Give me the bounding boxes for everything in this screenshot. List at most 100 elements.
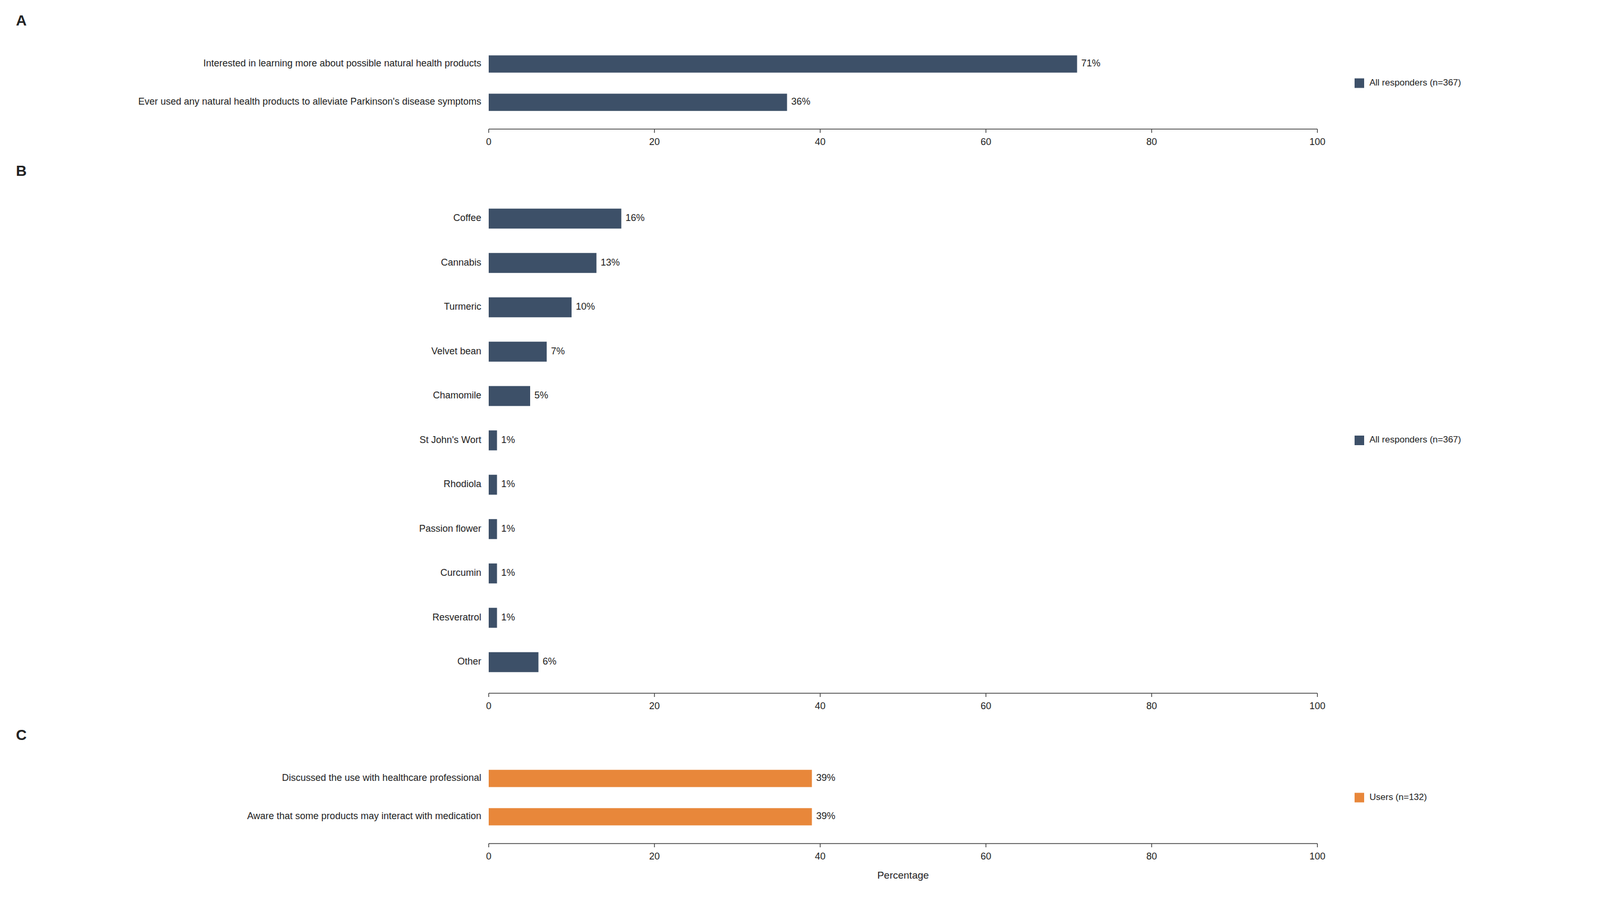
x-tick: [985, 843, 987, 848]
legend-label: All responders (n=367): [1369, 434, 1461, 445]
category-label: Discussed the use with healthcare profes…: [282, 772, 482, 784]
x-tick-label: 60: [980, 136, 992, 148]
x-tick-label: 60: [980, 700, 992, 712]
x-tick-label: 100: [1309, 700, 1326, 712]
x-tick: [1316, 129, 1318, 133]
figure: AEver used any natural health products t…: [0, 0, 1600, 902]
bar: [488, 252, 597, 274]
legend-label: All responders (n=367): [1369, 77, 1461, 88]
data-label: 1%: [501, 523, 516, 534]
bar: [488, 208, 622, 229]
x-axis: [488, 843, 1318, 845]
x-tick: [488, 129, 490, 133]
x-tick: [819, 843, 821, 848]
x-tick: [1316, 843, 1318, 848]
panel: B Other Resveratrol Curcumin Passion flower R…: [15, 162, 1461, 712]
data-label: 39%: [815, 810, 836, 822]
legend-label: Users (n=132): [1369, 792, 1427, 803]
x-tick: [488, 693, 490, 697]
bar: [488, 430, 498, 451]
x-tick-label: 20: [649, 136, 660, 148]
category-label: Passion flower: [419, 523, 482, 534]
x-tick: [1316, 693, 1318, 697]
x-tick-label: 20: [649, 850, 660, 862]
bar: [488, 652, 539, 673]
legend-swatch: [1354, 78, 1365, 89]
x-tick-label: 80: [1146, 850, 1157, 862]
bar: [488, 518, 498, 540]
data-label: 5%: [534, 389, 549, 401]
bar: [488, 297, 572, 318]
x-axis: [488, 692, 1318, 694]
x-tick: [819, 129, 821, 133]
category-label: Resveratrol: [432, 611, 482, 623]
x-tick: [653, 129, 655, 133]
data-label: 6%: [542, 656, 557, 667]
panel: AEver used any natural health products t…: [15, 12, 1461, 148]
bars: [488, 769, 812, 826]
x-tick: [985, 693, 987, 697]
x-tick-label: 40: [814, 700, 826, 712]
legend-swatch: [1354, 435, 1365, 446]
x-tick-label: 0: [486, 850, 492, 862]
legend-swatch: [1354, 792, 1365, 803]
x-tick-label: 80: [1146, 700, 1157, 712]
category-label: Cannabis: [440, 257, 482, 268]
bars: [488, 55, 1078, 112]
category-label: Rhodiola: [443, 478, 482, 490]
panel-title: B: [15, 162, 27, 180]
data-label: 7%: [550, 345, 565, 357]
data-label: 16%: [625, 212, 645, 224]
category-label: Chamomile: [432, 389, 482, 401]
x-tick-label: 40: [814, 850, 826, 862]
x-tick-label: 0: [486, 136, 492, 148]
x-tick-label: 0: [486, 700, 492, 712]
x-tick-label: 60: [980, 850, 992, 862]
data-label: 13%: [600, 257, 620, 268]
data-label: 71%: [1081, 57, 1101, 69]
data-label: 36%: [791, 96, 811, 107]
category-label: Aware that some products may interact wi…: [247, 810, 482, 822]
x-tick: [653, 843, 655, 848]
bar: [488, 769, 812, 787]
category-label: Turmeric: [444, 301, 482, 312]
category-label: Coffee: [453, 212, 482, 224]
bar: [488, 55, 1078, 73]
panel-title: C: [15, 726, 27, 744]
x-tick-label: 100: [1309, 136, 1326, 148]
x-axis-label: Percentage: [877, 869, 929, 881]
category-label: St John's Wort: [419, 434, 482, 446]
data-label: 1%: [501, 611, 516, 623]
bar: [488, 607, 498, 628]
x-tick-label: 40: [814, 136, 826, 148]
x-tick-label: 80: [1146, 136, 1157, 148]
panel-title: A: [15, 12, 27, 29]
bar: [488, 341, 547, 362]
category-label: Velvet bean: [431, 345, 482, 357]
bar: [488, 563, 498, 584]
bar: [488, 474, 498, 496]
x-tick-label: 20: [649, 700, 660, 712]
category-label: Other: [457, 656, 482, 667]
x-axis: [488, 128, 1318, 130]
data-label: 1%: [501, 478, 516, 490]
bar: [488, 93, 788, 111]
data-label: 39%: [815, 772, 836, 784]
panel: C Aware that some products may interact w…: [15, 726, 1427, 881]
category-label: Curcumin: [440, 567, 482, 578]
bars: [488, 208, 622, 673]
x-tick: [1151, 129, 1153, 133]
x-tick: [653, 693, 655, 697]
data-label: 10%: [575, 301, 595, 312]
x-tick: [819, 693, 821, 697]
bar: [488, 807, 812, 825]
data-label: 1%: [501, 567, 516, 578]
x-tick: [1151, 843, 1153, 848]
category-label: Interested in learning more about possib…: [203, 57, 482, 69]
bar: [488, 386, 531, 407]
x-tick-label: 100: [1309, 850, 1326, 862]
data-label: 1%: [501, 434, 516, 446]
x-tick: [488, 843, 490, 848]
x-tick: [1151, 693, 1153, 697]
x-tick: [985, 129, 987, 133]
